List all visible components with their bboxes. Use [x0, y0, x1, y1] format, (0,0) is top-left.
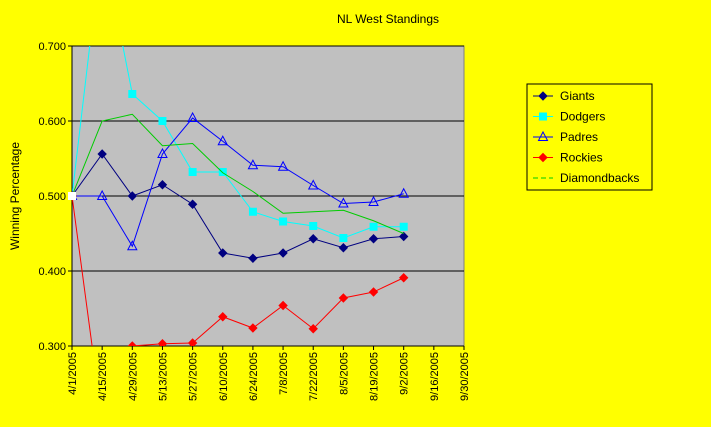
- point-padres: [187, 111, 198, 122]
- point-padres: [247, 159, 259, 170]
- y-axis-label: Winning Percentage: [8, 142, 22, 250]
- point-dodgers: [369, 222, 378, 231]
- y-tick-label: 0.700: [38, 41, 66, 53]
- series-giants: [72, 149, 409, 263]
- legend-label: Diamondbacks: [560, 171, 639, 185]
- x-tick-label: 5/13/2005: [157, 352, 169, 401]
- point-dodgers: [248, 207, 257, 216]
- point-padres: [96, 189, 108, 200]
- x-tick-label: 9/30/2005: [459, 352, 471, 401]
- point-rockies: [398, 273, 409, 283]
- series-line-giants: [72, 153, 404, 259]
- point-padres: [338, 197, 349, 208]
- y-tick-label: 0.400: [38, 266, 66, 278]
- point-rockies: [278, 300, 288, 311]
- x-tick-label: 8/5/2005: [338, 352, 350, 395]
- point-giants: [248, 253, 258, 263]
- legend-item-padres: Padres: [533, 130, 598, 144]
- point-dodgers: [218, 168, 227, 176]
- x-tick-label: 4/15/2005: [97, 352, 109, 401]
- point-dodgers: [399, 222, 408, 231]
- series-diamondbacks: [72, 113, 404, 234]
- point-padres: [307, 179, 319, 190]
- point-padres: [368, 195, 379, 206]
- point-rockies: [218, 312, 228, 322]
- point-giants: [368, 234, 379, 244]
- legend-label: Giants: [560, 89, 595, 103]
- point-rockies: [338, 293, 349, 303]
- legend-marker: [539, 112, 547, 121]
- legend-marker: [538, 152, 548, 163]
- legend-item-diamondbacks: Diamondbacks: [533, 171, 639, 185]
- x-tick-label: 9/16/2005: [429, 352, 441, 401]
- x-tick-label: 7/8/2005: [278, 352, 290, 395]
- point-padres: [157, 147, 168, 158]
- point-rockies: [187, 338, 198, 346]
- legend-item-giants: Giants: [533, 89, 595, 103]
- series-padres: [72, 111, 410, 251]
- x-tick-label: 6/24/2005: [248, 352, 260, 401]
- x-tick-label: 4/1/2005: [67, 352, 79, 395]
- point-rockies: [368, 287, 379, 297]
- point-padres: [277, 160, 289, 171]
- point-padres: [398, 187, 410, 198]
- point-dodgers: [279, 217, 288, 226]
- chart-title: NL West Standings: [337, 12, 439, 26]
- legend-label: Dodgers: [560, 110, 605, 124]
- point-giants: [157, 180, 168, 190]
- point-giants: [338, 243, 349, 253]
- x-tick-label: 6/10/2005: [218, 352, 230, 401]
- point-padres: [126, 240, 138, 251]
- point-giants: [97, 149, 107, 159]
- x-tick-label: 4/29/2005: [127, 352, 139, 401]
- point-giants: [398, 231, 409, 242]
- point-dodgers: [188, 168, 197, 176]
- x-tick-label: 9/2/2005: [399, 352, 411, 395]
- y-tick-label: 0.600: [38, 116, 66, 128]
- legend-label: Rockies: [560, 151, 603, 165]
- start-point: [68, 192, 76, 200]
- point-giants: [187, 199, 198, 209]
- series-line-padres: [72, 117, 404, 248]
- legend-marker: [538, 91, 548, 101]
- series-line-dodgers: [72, 46, 404, 239]
- series-line-diamondbacks: [72, 113, 404, 234]
- y-tick-label: 0.500: [38, 191, 66, 203]
- point-dodgers: [339, 234, 348, 242]
- y-tick-label: 0.300: [38, 341, 66, 353]
- x-tick-label: 7/22/2005: [308, 352, 320, 401]
- point-giants: [308, 234, 318, 244]
- point-giants: [278, 248, 288, 258]
- point-rockies: [308, 324, 318, 334]
- x-tick-label: 8/19/2005: [369, 352, 381, 401]
- x-tick-label: 5/27/2005: [188, 352, 200, 401]
- point-padres: [217, 135, 229, 146]
- point-giants: [127, 191, 138, 201]
- legend-marker: [537, 130, 549, 141]
- point-giants: [218, 248, 228, 258]
- point-rockies: [157, 339, 168, 346]
- legend-item-dodgers: Dodgers: [533, 110, 605, 124]
- point-dodgers: [128, 90, 137, 98]
- point-rockies: [248, 323, 258, 333]
- legend-item-rockies: Rockies: [533, 151, 603, 165]
- legend-label: Padres: [560, 130, 598, 144]
- point-dodgers: [309, 222, 318, 230]
- legend: Giants Dodgers Padres Rockies Diamondbacks: [526, 83, 653, 191]
- point-rockies: [127, 341, 138, 346]
- series-dodgers: [72, 46, 408, 242]
- point-dodgers: [158, 117, 167, 125]
- series-line-rockies: [72, 195, 404, 346]
- plot-area: 0.300 0.400 0.500 0.600 0.700 4/1/2005 4/15/20…: [38, 41, 471, 401]
